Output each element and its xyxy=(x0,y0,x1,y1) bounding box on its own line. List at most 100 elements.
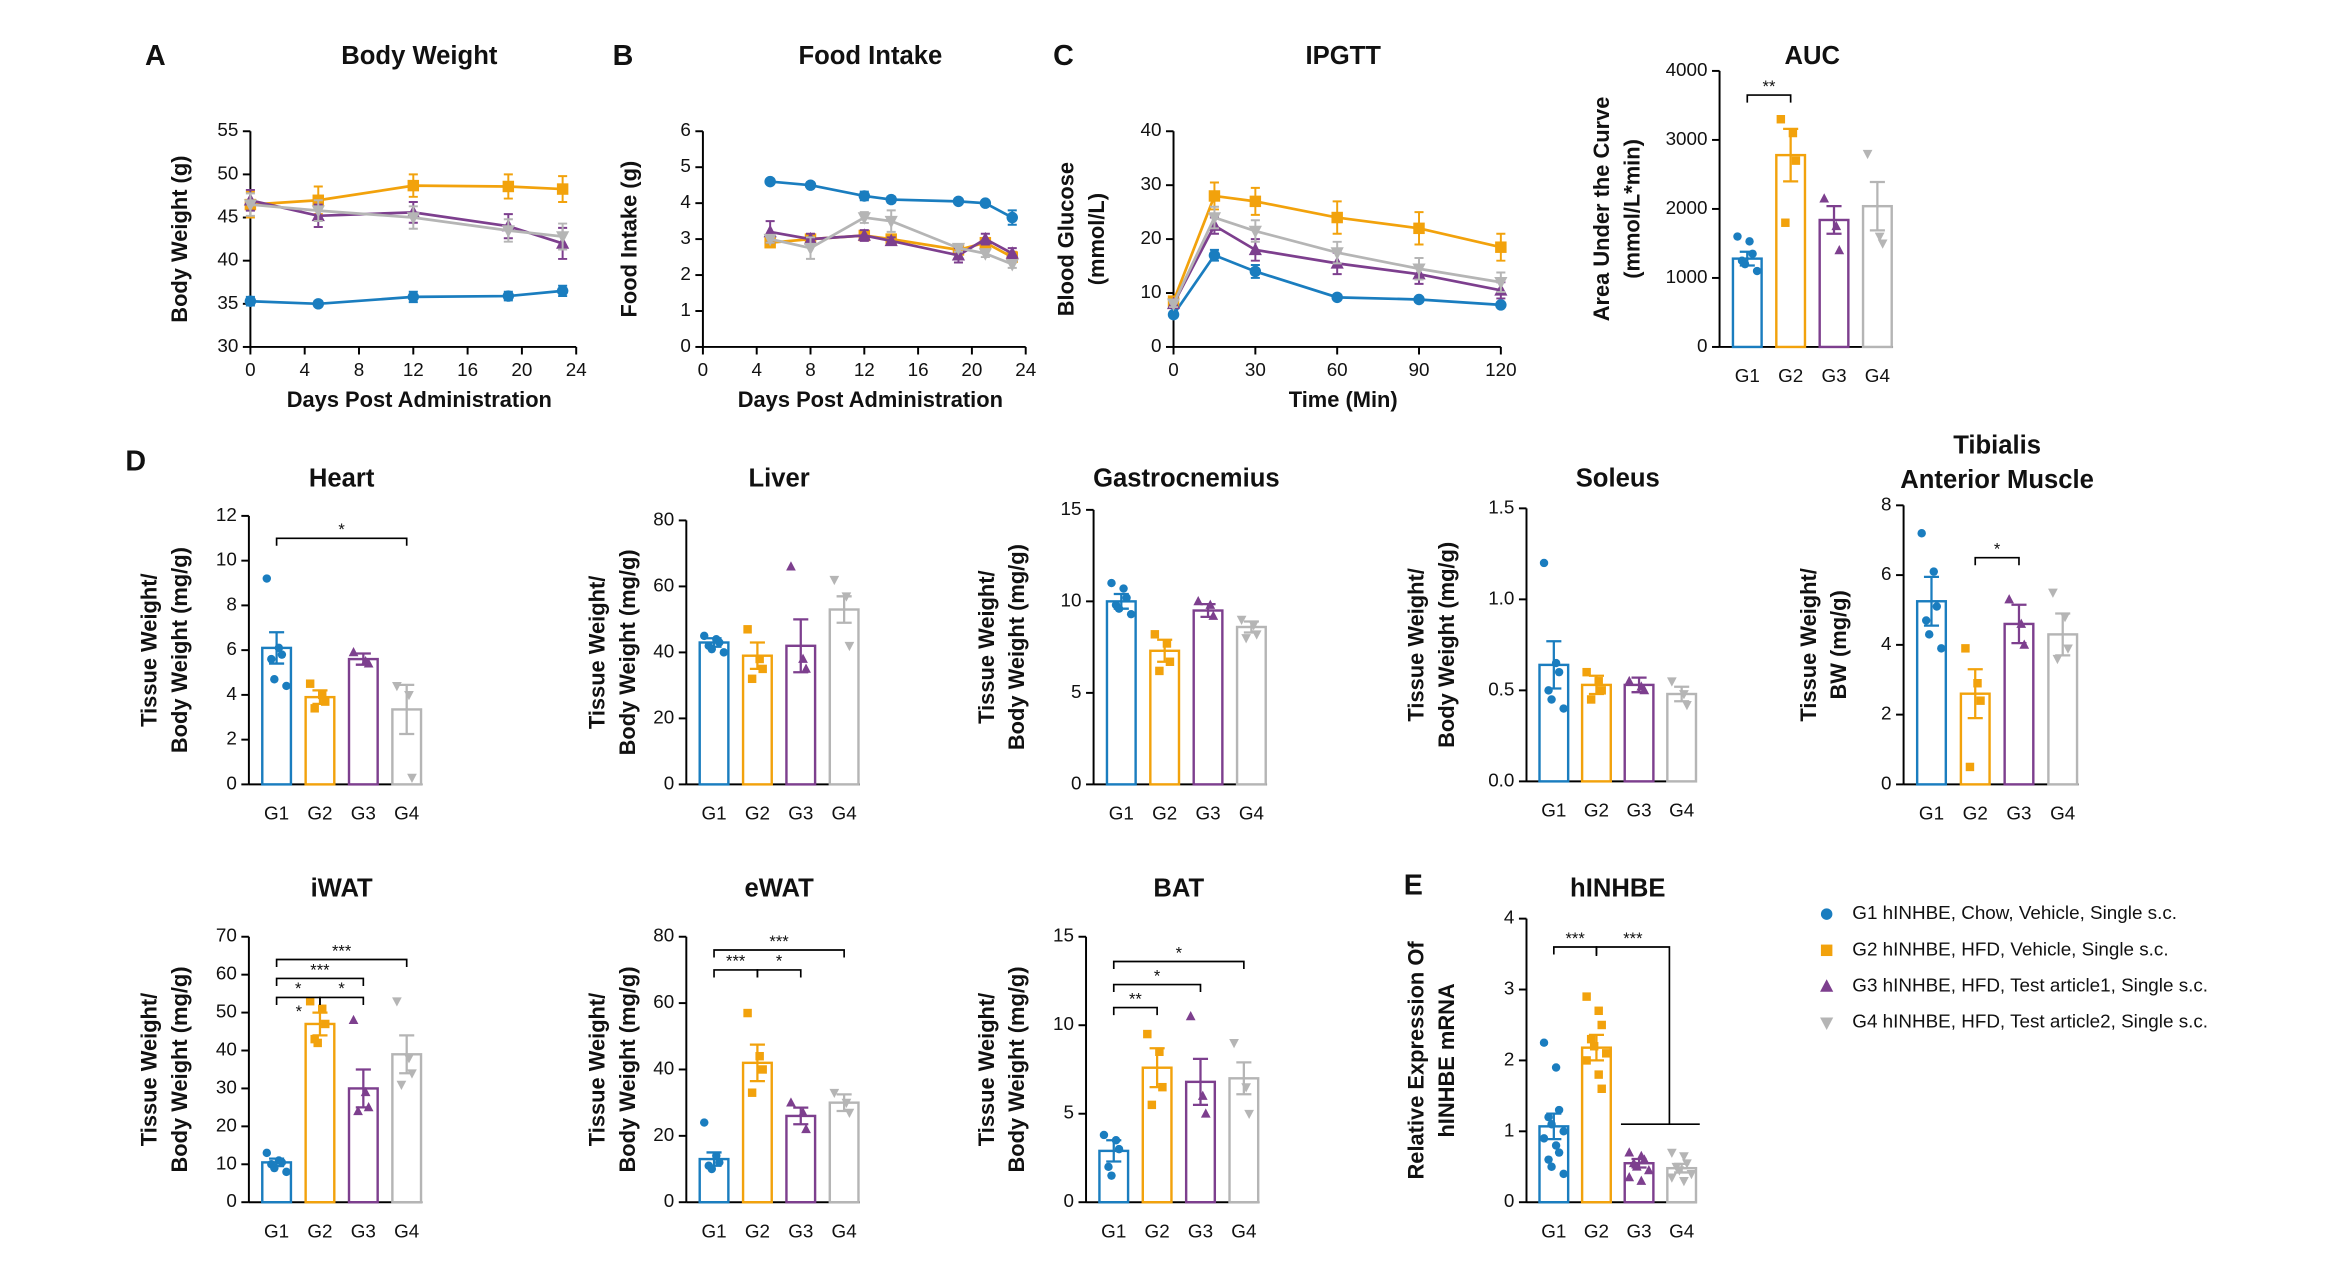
significance-label: * xyxy=(338,520,345,539)
data-point xyxy=(743,625,752,634)
x-tick-label: 4 xyxy=(751,359,761,380)
data-point xyxy=(502,290,515,302)
data-point xyxy=(1594,1006,1603,1016)
data-point xyxy=(1166,298,1181,312)
x-tick-label: G3 xyxy=(1195,803,1220,824)
panel-label: D xyxy=(125,446,146,478)
chart-title: Heart xyxy=(309,464,375,492)
data-point xyxy=(1551,1141,1561,1150)
data-point xyxy=(1544,1155,1553,1164)
bar xyxy=(2047,633,2079,786)
y-tick-label: 0 xyxy=(664,772,674,793)
error-bar xyxy=(749,1043,765,1083)
data-point xyxy=(786,1097,796,1107)
significance-bracket xyxy=(275,977,365,986)
data-point xyxy=(884,233,898,247)
y-tick-label: 10 xyxy=(1061,589,1082,610)
x-tick-label: G3 xyxy=(1821,365,1846,386)
y-tick-label: 5 xyxy=(1063,1102,1073,1123)
data-point xyxy=(1602,1049,1611,1058)
data-point xyxy=(1005,258,1019,272)
data-point xyxy=(321,1019,330,1029)
y-tick-label: 6 xyxy=(1881,563,1891,584)
data-point xyxy=(978,248,992,261)
data-point xyxy=(1639,685,1650,695)
significance-label: * xyxy=(1994,539,2001,558)
bar xyxy=(1149,649,1181,786)
bar xyxy=(1623,683,1655,783)
chart-title: Anterior Muscle xyxy=(1900,466,2094,494)
data-point xyxy=(1200,1108,1211,1118)
y-tick-label: 20 xyxy=(653,706,674,727)
significance-bracket xyxy=(275,958,408,968)
data-point xyxy=(1597,1084,1606,1094)
data-point xyxy=(1791,156,1801,165)
y-tick-label: 30 xyxy=(217,335,238,356)
data-point xyxy=(1249,195,1262,208)
y-tick-label: 4 xyxy=(1504,907,1514,928)
data-point xyxy=(1547,695,1556,704)
legend-label: G4 hINHBE, HFD, Test article2, Single s.… xyxy=(1852,1011,2208,1032)
data-point xyxy=(747,1088,757,1097)
data-point xyxy=(348,1014,359,1025)
data-point xyxy=(1639,1154,1650,1164)
y-axis-label: Body Weight (mg/g) xyxy=(1004,966,1029,1172)
x-tick-label: 8 xyxy=(805,359,815,380)
x-tick-label: G3 xyxy=(788,803,813,824)
y-tick-label: 40 xyxy=(1140,119,1161,140)
data-point xyxy=(758,1065,767,1074)
data-point xyxy=(282,1167,291,1177)
data-point xyxy=(2004,594,2015,604)
bar xyxy=(1666,692,1698,783)
data-point xyxy=(1667,1148,1677,1158)
x-tick-label: 0 xyxy=(245,359,255,380)
bar xyxy=(2003,622,2035,786)
data-point xyxy=(270,675,279,684)
significance-bracket xyxy=(1746,94,1792,103)
y-tick-label: 2 xyxy=(226,728,236,749)
panel-label: E xyxy=(1404,870,1423,902)
significance-label: *** xyxy=(726,952,746,971)
y-tick-label: 0 xyxy=(680,335,690,356)
x-tick-label: G1 xyxy=(1109,803,1134,824)
y-tick-label: 8 xyxy=(226,593,236,614)
x-tick-label: G3 xyxy=(351,803,376,824)
significance-bracket xyxy=(1112,983,1202,993)
error-bar xyxy=(1236,1061,1252,1096)
data-point xyxy=(1559,1127,1568,1136)
data-point xyxy=(267,654,276,664)
data-point xyxy=(719,648,729,657)
data-point xyxy=(277,650,287,659)
data-point xyxy=(952,195,965,208)
significance-label: ** xyxy=(1129,989,1142,1008)
data-point xyxy=(2063,644,2073,654)
significance-bracket xyxy=(756,969,802,978)
bar xyxy=(1192,609,1224,786)
y-tick-label: 10 xyxy=(216,549,237,570)
bar xyxy=(261,646,293,786)
y-axis-label: Body Weight (mg/g) xyxy=(615,549,640,755)
data-point xyxy=(1781,218,1790,227)
y-axis-label: Area Under the Curve xyxy=(1589,97,1614,322)
x-tick-label: G4 xyxy=(1231,1220,1256,1241)
data-point xyxy=(353,1105,363,1116)
data-point xyxy=(1165,657,1175,666)
data-point xyxy=(1197,1090,1208,1100)
data-point xyxy=(1495,299,1507,311)
data-point xyxy=(310,704,319,713)
data-point xyxy=(392,997,402,1007)
data-point xyxy=(1667,1173,1677,1183)
x-tick-label: 16 xyxy=(457,359,478,380)
chart-title: IPGTT xyxy=(1305,42,1381,70)
data-point xyxy=(363,658,374,668)
data-point xyxy=(712,1151,721,1160)
chart-title: Liver xyxy=(748,464,809,492)
chart-title: hINHBE xyxy=(1570,875,1665,903)
y-axis-label: Tissue Weight/ xyxy=(585,993,610,1146)
data-point xyxy=(1114,604,1124,613)
y-tick-label: 1 xyxy=(680,299,690,320)
series-line xyxy=(1172,194,1502,302)
x-tick-label: G4 xyxy=(394,803,419,824)
data-point xyxy=(1547,1120,1556,1129)
series-line xyxy=(1172,223,1502,305)
